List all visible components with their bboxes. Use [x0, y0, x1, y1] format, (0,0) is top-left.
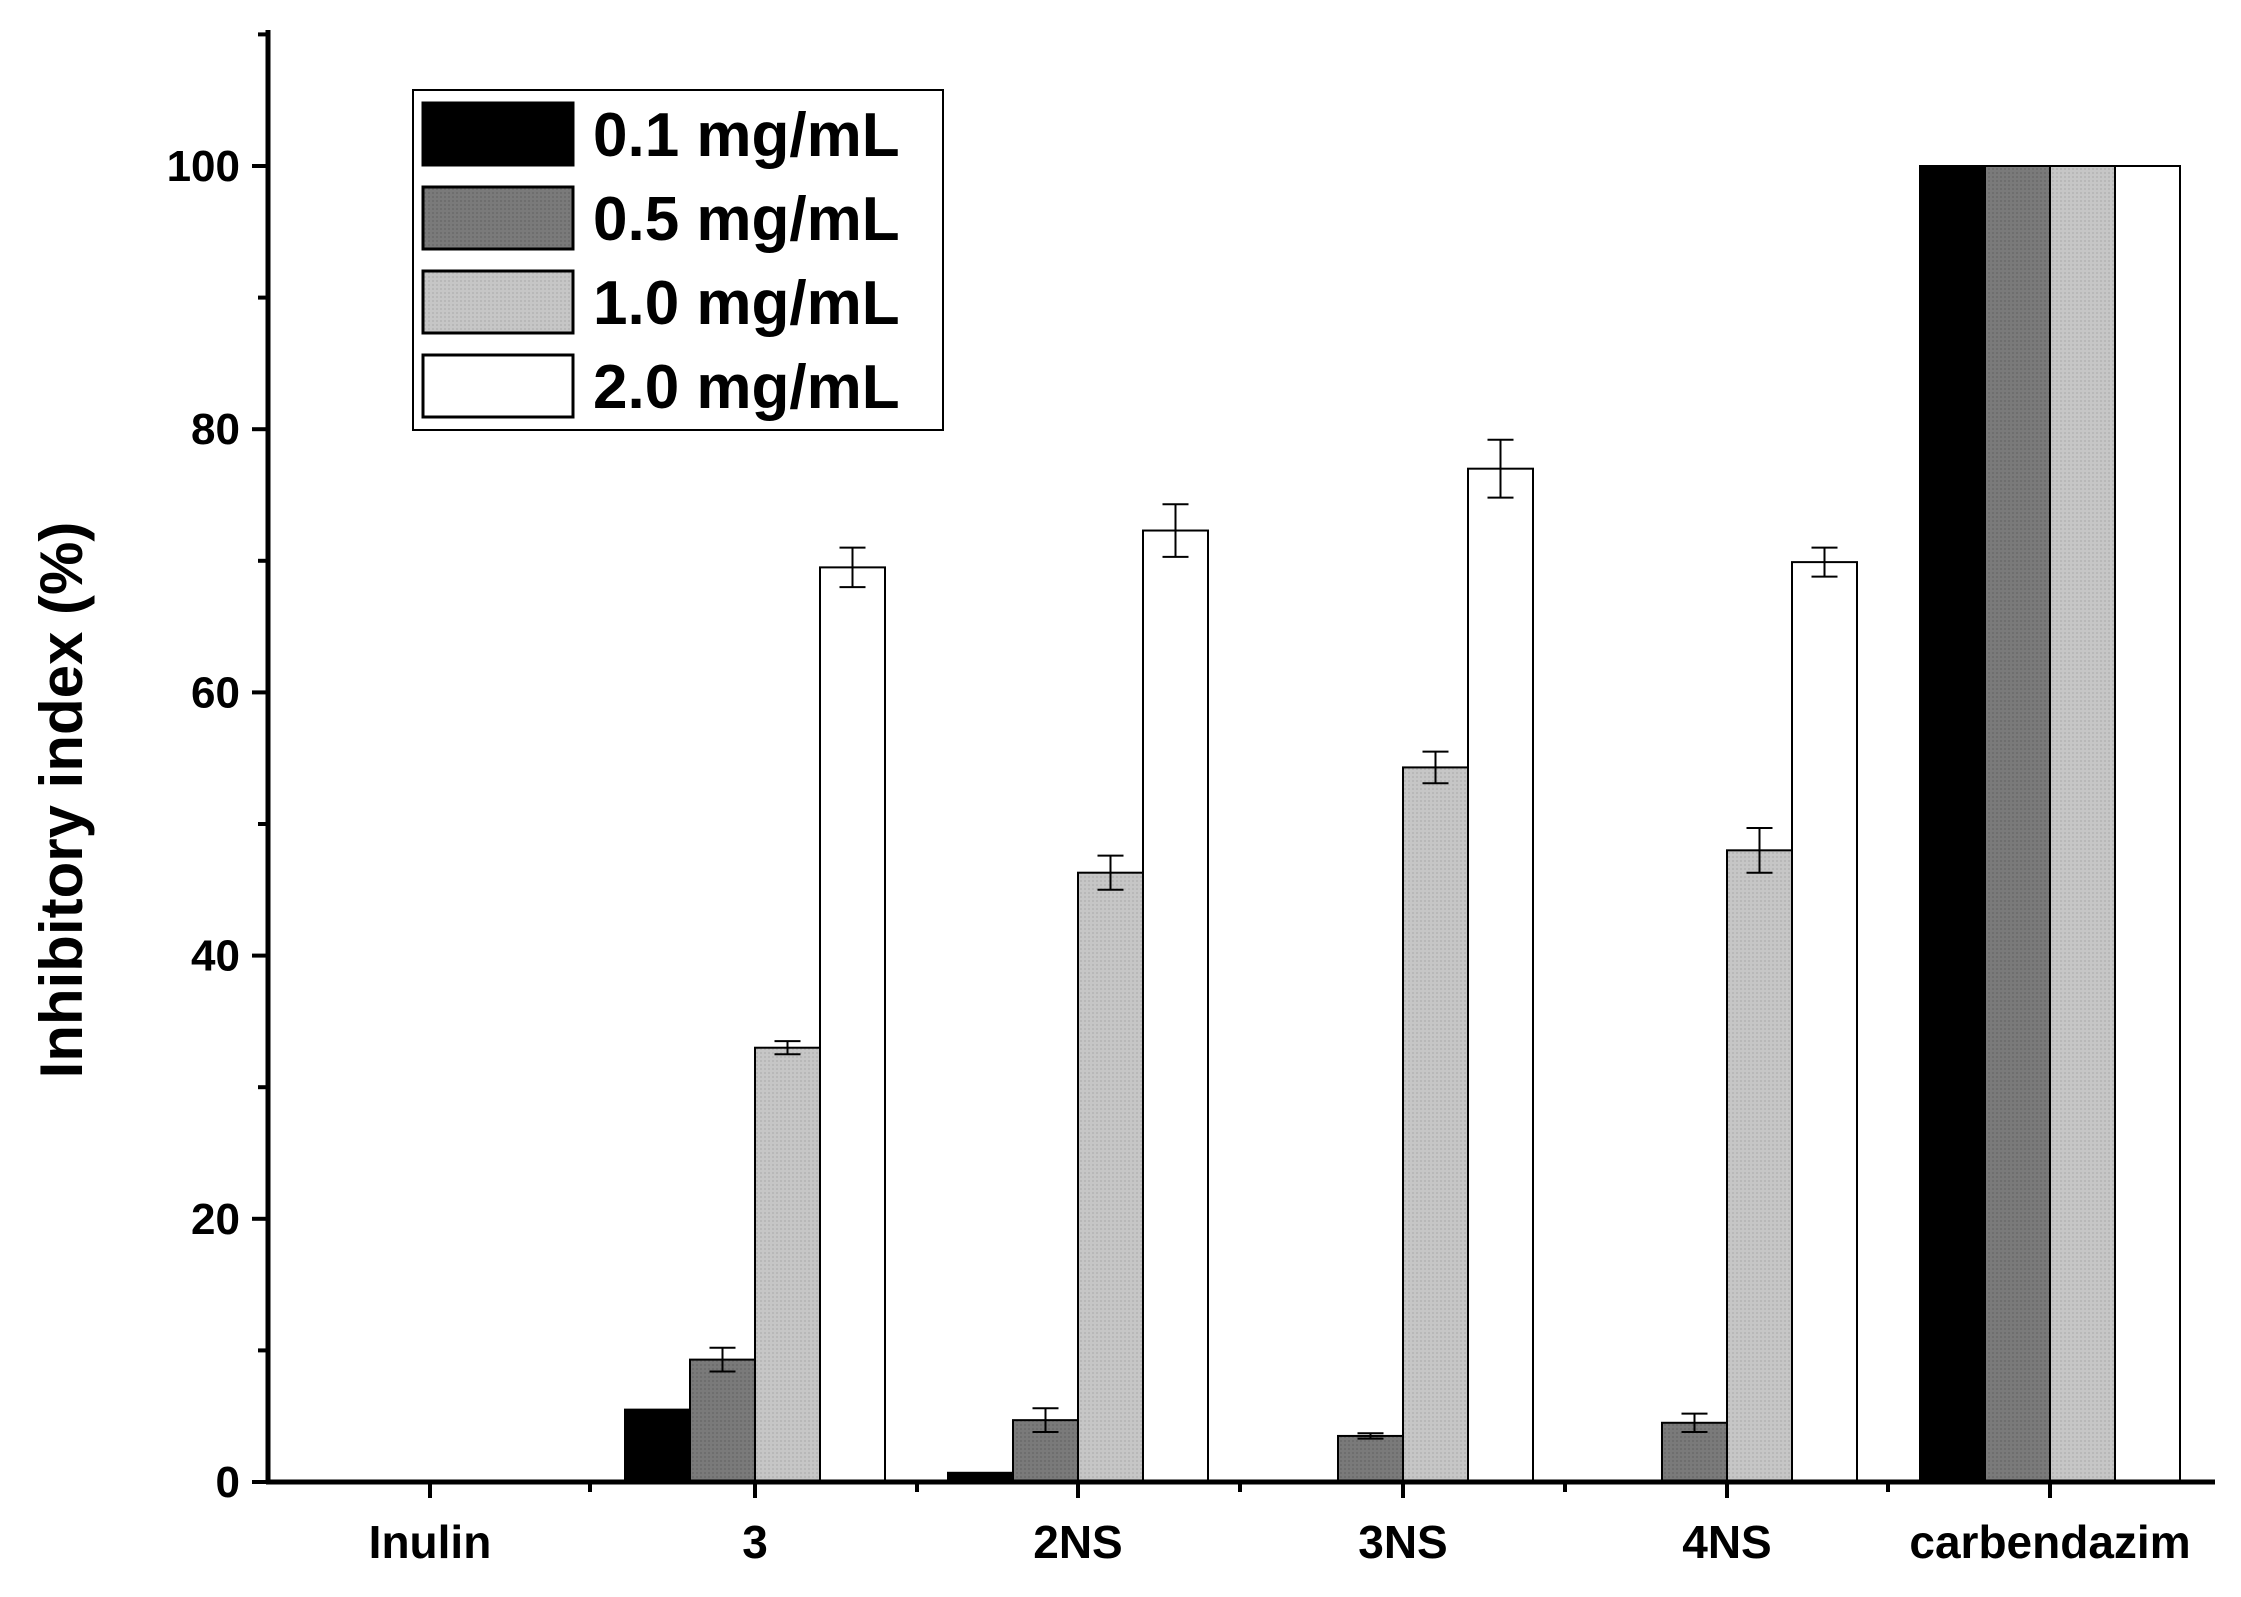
y-tick-label: 0 — [216, 1458, 240, 1507]
error-bar — [709, 1346, 736, 1373]
legend-swatch-3 — [421, 353, 575, 419]
x-tick-label-4ns: 4NS — [1682, 1516, 1771, 1568]
legend-label-1: 0.5 mg/mL — [593, 185, 900, 254]
y-tick-label: 40 — [191, 932, 240, 981]
legend: 0.1 mg/mL 0.5 mg/mL 1.0 mg/mL 2.0 mg/mL — [412, 89, 944, 431]
legend-swatch-1 — [421, 185, 575, 251]
x-tick-label-carbendazim: carbendazim — [1909, 1516, 2190, 1568]
error-bar — [1746, 826, 1773, 874]
x-tick-label-inulin: Inulin — [369, 1516, 492, 1568]
bar-2ns-2 — [1077, 871, 1144, 1483]
error-bar — [1422, 750, 1449, 785]
legend-label-3: 2.0 mg/mL — [593, 353, 900, 422]
bar-4ns-3 — [1791, 561, 1858, 1483]
error-bar — [839, 546, 866, 589]
error-bar — [1681, 1412, 1708, 1433]
bar-carbendazim-2 — [2049, 165, 2116, 1483]
legend-label-0: 0.1 mg/mL — [593, 101, 900, 170]
x-tick-label-3ns: 3NS — [1358, 1516, 1447, 1568]
error-bar — [1097, 854, 1124, 891]
y-tick-label: 20 — [191, 1195, 240, 1244]
error-bar — [774, 1040, 801, 1056]
y-axis-title: Inhibitory index (%) — [28, 522, 95, 1079]
bar-carbendazim-3 — [2114, 165, 2181, 1483]
error-bar — [1811, 546, 1838, 578]
axes-layer: 0 20 40 60 80 100 Inulin 3 2NS 3NS 4NS carbendazim — [167, 30, 2215, 1568]
bar-carbendazim-1 — [1984, 165, 2051, 1483]
x-tick-label-2ns: 2NS — [1033, 1516, 1122, 1568]
bar-3-2 — [754, 1046, 821, 1483]
bar-carbendazim-0 — [1919, 165, 1986, 1483]
bar-3ns-3 — [1467, 467, 1534, 1483]
error-bar — [1357, 1432, 1384, 1440]
error-bar — [1032, 1407, 1059, 1433]
x-tick-label-3: 3 — [742, 1516, 768, 1568]
legend-swatch-2 — [421, 269, 575, 335]
bar-4ns-2 — [1726, 849, 1793, 1483]
y-tick-label: 80 — [191, 405, 240, 454]
error-bar — [1487, 438, 1514, 499]
y-tick-label: 100 — [167, 142, 240, 191]
legend-label-2: 1.0 mg/mL — [593, 269, 900, 338]
error-bar — [1162, 503, 1189, 558]
bar-3-3 — [819, 566, 886, 1483]
bar-3ns-2 — [1402, 766, 1469, 1483]
y-tick-label: 60 — [191, 668, 240, 717]
bar-2ns-3 — [1142, 529, 1209, 1483]
bars-layer — [624, 165, 2181, 1484]
bar-3-0 — [624, 1408, 691, 1483]
bar-3-1 — [689, 1358, 756, 1484]
bar-3ns-1 — [1337, 1434, 1404, 1483]
error-bars-layer — [709, 438, 1838, 1440]
legend-swatch-0 — [421, 101, 575, 167]
